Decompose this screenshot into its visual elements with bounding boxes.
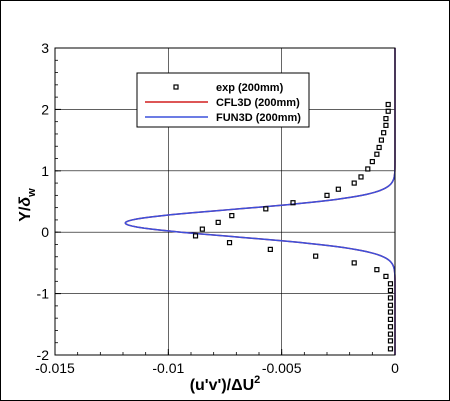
exp-data-point [385,108,391,114]
exp-data-point [383,116,389,122]
legend: exp (200mm) CFL3D (200mm) FUN3D (200mm) [136,72,310,128]
exp-data-point [365,166,371,172]
exp-data-point [387,295,394,301]
exp-data-point [383,122,389,128]
exp-data-point [387,338,394,344]
y-tick-label: 3 [41,40,49,56]
legend-marker-exp [173,84,179,90]
exp-data-point [376,144,382,151]
legend-label-cfl3d: CFL3D (200mm) [216,97,300,109]
legend-box [136,72,310,128]
exp-data-point [387,331,394,337]
exp-data-point [324,192,330,198]
exp-data-point [335,186,341,192]
exp-data-point [313,253,319,259]
legend-label-fun3d: FUN3D (200mm) [216,112,301,124]
exp-data-point [263,206,269,212]
exp-data-point [229,213,235,219]
y-tick-label: 0 [41,224,49,240]
exp-data-point [369,158,375,165]
y-tick-label: 2 [41,101,49,117]
x-tick-label: 0 [391,360,399,376]
exp-data-point [383,273,389,280]
exp-data-point [351,260,357,266]
x-tick-label: -0.01 [152,360,184,376]
exp-data-point [290,200,296,206]
exp-data-point [387,281,394,287]
exp-data-point [387,302,394,308]
exp-data-point [358,174,364,180]
exp-data-point [267,246,273,252]
y-tick-label: -2 [37,347,50,363]
y-axis-label: Y/δw [17,188,38,222]
y-tick-label: 1 [41,163,49,179]
exp-data-point [215,219,221,225]
x-axis-label: (u'v')/ΔU2 [190,374,261,394]
legend-label-exp: exp (200mm) [216,82,284,94]
exp-data-point [387,309,394,315]
ticks: -0.015 -0.01 -0.005 0 -2 -1 0 1 2 3 [35,40,399,376]
exp-data-point [374,267,380,273]
exp-data-point [351,180,357,186]
exp-data-point [226,240,233,246]
x-tick-label: -0.005 [262,360,302,376]
plot-area-border [54,47,396,356]
exp-data-point [385,101,391,108]
exp-data-point [387,324,394,330]
exp-data-point [387,287,394,294]
exp-data-point [387,346,394,352]
exp-data-point [387,316,394,322]
x-tick-label: -0.015 [35,360,75,376]
exp-data-point [381,130,387,136]
exp-data-point [199,226,205,232]
y-tick-label: -1 [37,286,50,302]
exp-data-point [374,151,380,157]
exp-data-point [378,137,384,143]
exp-data-point [192,233,199,239]
